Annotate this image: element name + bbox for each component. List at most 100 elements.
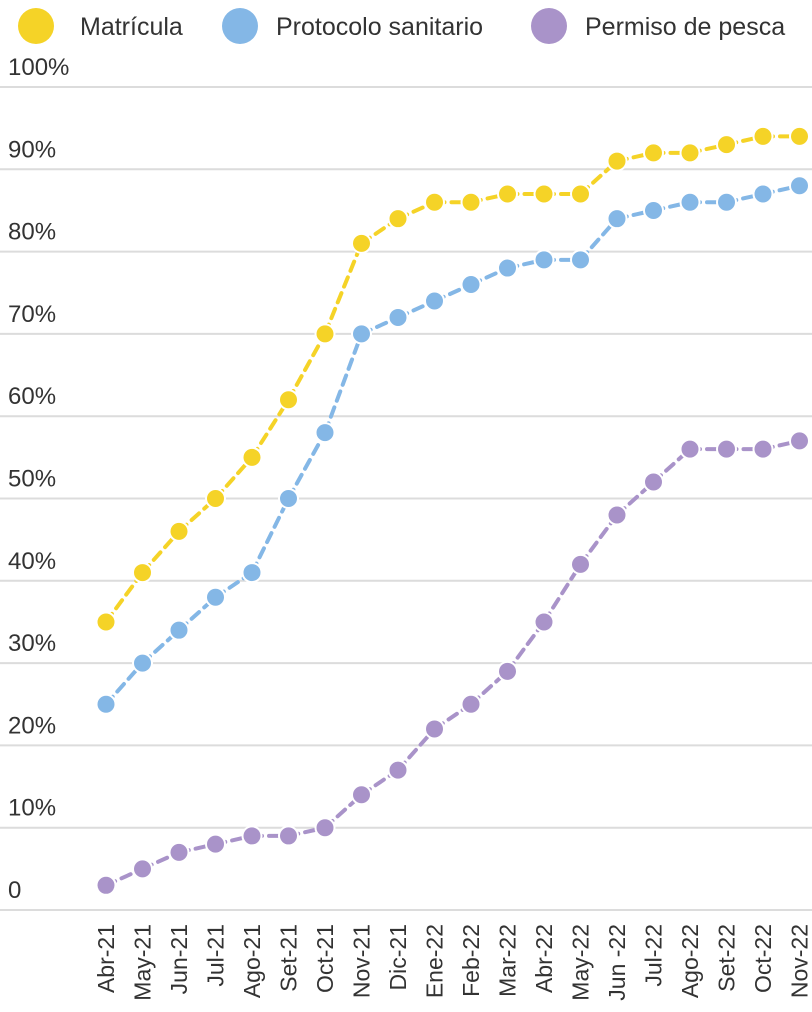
x-tick-label: Oct-21 [312,924,338,993]
x-tick-label: Mar-22 [495,924,521,997]
data-point-protocolo-sanitario [132,652,153,674]
legend-label-protocolo-sanitario: Protocolo sanitario [276,13,483,41]
data-point-protocolo-sanitario [205,586,226,608]
data-point-permiso-de-pesca [387,759,409,781]
x-tick-label: Set-22 [714,924,740,992]
x-tick-label: Jun-21 [166,924,192,994]
data-point-permiso-de-pesca [241,825,263,847]
data-point-protocolo-sanitario [241,562,263,584]
series-segment-protocolo-sanitario [323,331,364,435]
data-point-permiso-de-pesca [643,471,664,493]
data-point-permiso-de-pesca [132,858,153,880]
data-point-protocolo-sanitario [533,249,555,271]
data-point-matricula [387,208,409,230]
x-tick-label: Jul-21 [203,924,229,987]
y-tick-label: 20% [8,712,56,739]
y-tick-label: 30% [8,630,56,657]
data-point-protocolo-sanitario [570,249,591,271]
data-point-matricula [241,446,263,468]
data-point-protocolo-sanitario [314,422,336,444]
series-protocolo-sanitario [95,175,810,715]
series-segment-matricula [250,397,291,460]
series-segment-protocolo-sanitario [250,496,291,575]
x-tick-label: Jun -22 [604,924,630,1001]
x-tick-label: Abr-22 [531,924,557,993]
legend-marker-permiso-de-pesca [531,8,567,44]
x-tick-label: Nov-21 [349,924,375,998]
data-point-matricula [570,183,591,205]
data-point-matricula [205,488,226,509]
data-point-protocolo-sanitario [752,183,774,205]
data-point-protocolo-sanitario [716,191,737,213]
data-point-permiso-de-pesca [752,438,774,460]
data-point-permiso-de-pesca [533,611,555,633]
y-tick-label: 70% [8,301,56,328]
data-point-matricula [679,142,701,164]
data-point-protocolo-sanitario [606,208,628,230]
data-point-permiso-de-pesca [570,553,591,575]
x-tick-label: Jul-22 [641,924,667,987]
data-point-permiso-de-pesca [460,693,482,715]
data-point-matricula [460,191,482,213]
x-tick-label: Nov-22 [787,924,812,998]
data-point-matricula [424,191,445,213]
data-point-matricula [132,562,153,584]
data-point-permiso-de-pesca [789,430,810,452]
legend-label-permiso-de-pesca: Permiso de pesca [585,13,785,41]
data-point-protocolo-sanitario [95,693,117,715]
series-group [95,125,810,896]
data-point-protocolo-sanitario [679,191,701,213]
data-point-matricula [314,323,336,345]
series-matricula [95,125,810,633]
series-permiso-de-pesca [95,430,810,896]
data-point-protocolo-sanitario [643,199,664,221]
data-point-permiso-de-pesca [351,784,372,806]
x-tick-label: Ene-22 [422,924,448,998]
data-point-protocolo-sanitario [168,619,190,641]
series-segment-protocolo-sanitario [286,430,327,501]
data-point-permiso-de-pesca [497,660,518,682]
x-tick-label: Dic-21 [385,924,411,990]
data-point-matricula [351,232,372,254]
data-point-matricula [643,142,664,164]
data-point-protocolo-sanitario [497,257,518,279]
y-tick-label: 50% [8,466,56,493]
y-axis-ticks: 0 10% 20% 30% 40% 50% 60% 70% 80% 90% 100% [8,54,69,904]
x-tick-label: Feb-22 [458,924,484,997]
data-point-matricula [497,183,518,205]
data-point-protocolo-sanitario [387,306,409,328]
grid [0,86,812,911]
series-segment-matricula [286,331,327,402]
y-tick-label: 40% [8,548,56,575]
data-point-protocolo-sanitario [278,488,299,509]
data-point-matricula [533,183,555,205]
series-segment-permiso-de-pesca [542,562,583,624]
x-axis-ticks: Abr-21 May-21 Jun-21 Jul-21 Ago-21 Set-21 Oct-… [93,924,812,1001]
data-point-protocolo-sanitario [424,290,445,312]
data-point-protocolo-sanitario [789,175,810,197]
data-point-matricula [278,389,299,411]
x-tick-label: Abr-21 [93,924,119,993]
x-tick-label: May-22 [568,924,594,1001]
y-tick-label: 10% [8,795,56,822]
data-point-permiso-de-pesca [168,841,190,863]
data-point-matricula [752,125,774,147]
x-tick-label: May-21 [130,924,156,1001]
x-tick-label: Ago-21 [239,924,265,998]
data-point-permiso-de-pesca [716,438,737,460]
y-tick-label: 100% [8,54,69,81]
data-point-matricula [168,520,190,542]
y-tick-label: 90% [8,136,56,163]
y-tick-label: 0 [8,877,21,904]
series-segment-matricula [323,241,364,336]
data-point-permiso-de-pesca [424,718,445,740]
y-tick-label: 80% [8,219,56,246]
data-point-permiso-de-pesca [205,833,226,855]
data-point-permiso-de-pesca [95,874,117,896]
data-point-matricula [789,125,810,147]
x-tick-label: Set-21 [276,924,302,992]
legend-marker-matricula [18,8,54,44]
data-point-matricula [716,134,737,156]
data-point-permiso-de-pesca [679,438,701,460]
